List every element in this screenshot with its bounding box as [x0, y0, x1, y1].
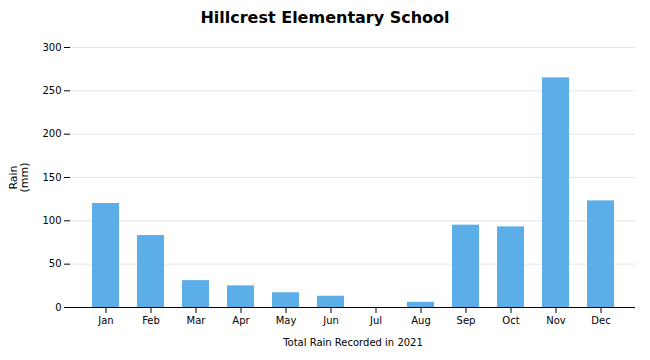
svg-text:Aug: Aug	[411, 315, 431, 326]
svg-text:Dec: Dec	[591, 315, 610, 326]
svg-text:150: 150	[42, 172, 61, 183]
svg-text:200: 200	[42, 128, 61, 139]
svg-text:Feb: Feb	[142, 315, 160, 326]
svg-text:Jul: Jul	[369, 315, 382, 326]
svg-text:Jun: Jun	[322, 315, 339, 326]
svg-text:0: 0	[55, 302, 61, 313]
svg-text:300: 300	[42, 42, 61, 53]
html-text:Hillcrest Elementary School: Hillcrest Elementary School	[200, 8, 450, 27]
svg-text:Apr: Apr	[232, 315, 250, 326]
svg-text:100: 100	[42, 215, 61, 226]
svg-text:Oct: Oct	[502, 315, 519, 326]
svg-text:May: May	[276, 315, 297, 326]
svg-text:Rain(mm): Rain(mm)	[7, 162, 31, 192]
svg-text:50: 50	[49, 258, 62, 269]
svg-text:Total Rain Recorded in 2021: Total Rain Recorded in 2021	[282, 337, 423, 348]
svg-text:Nov: Nov	[546, 315, 566, 326]
svg-text:Sep: Sep	[457, 315, 476, 326]
svg-text:250: 250	[42, 85, 61, 96]
svg-text:Mar: Mar	[187, 315, 207, 326]
svg-text:Jan: Jan	[97, 315, 113, 326]
